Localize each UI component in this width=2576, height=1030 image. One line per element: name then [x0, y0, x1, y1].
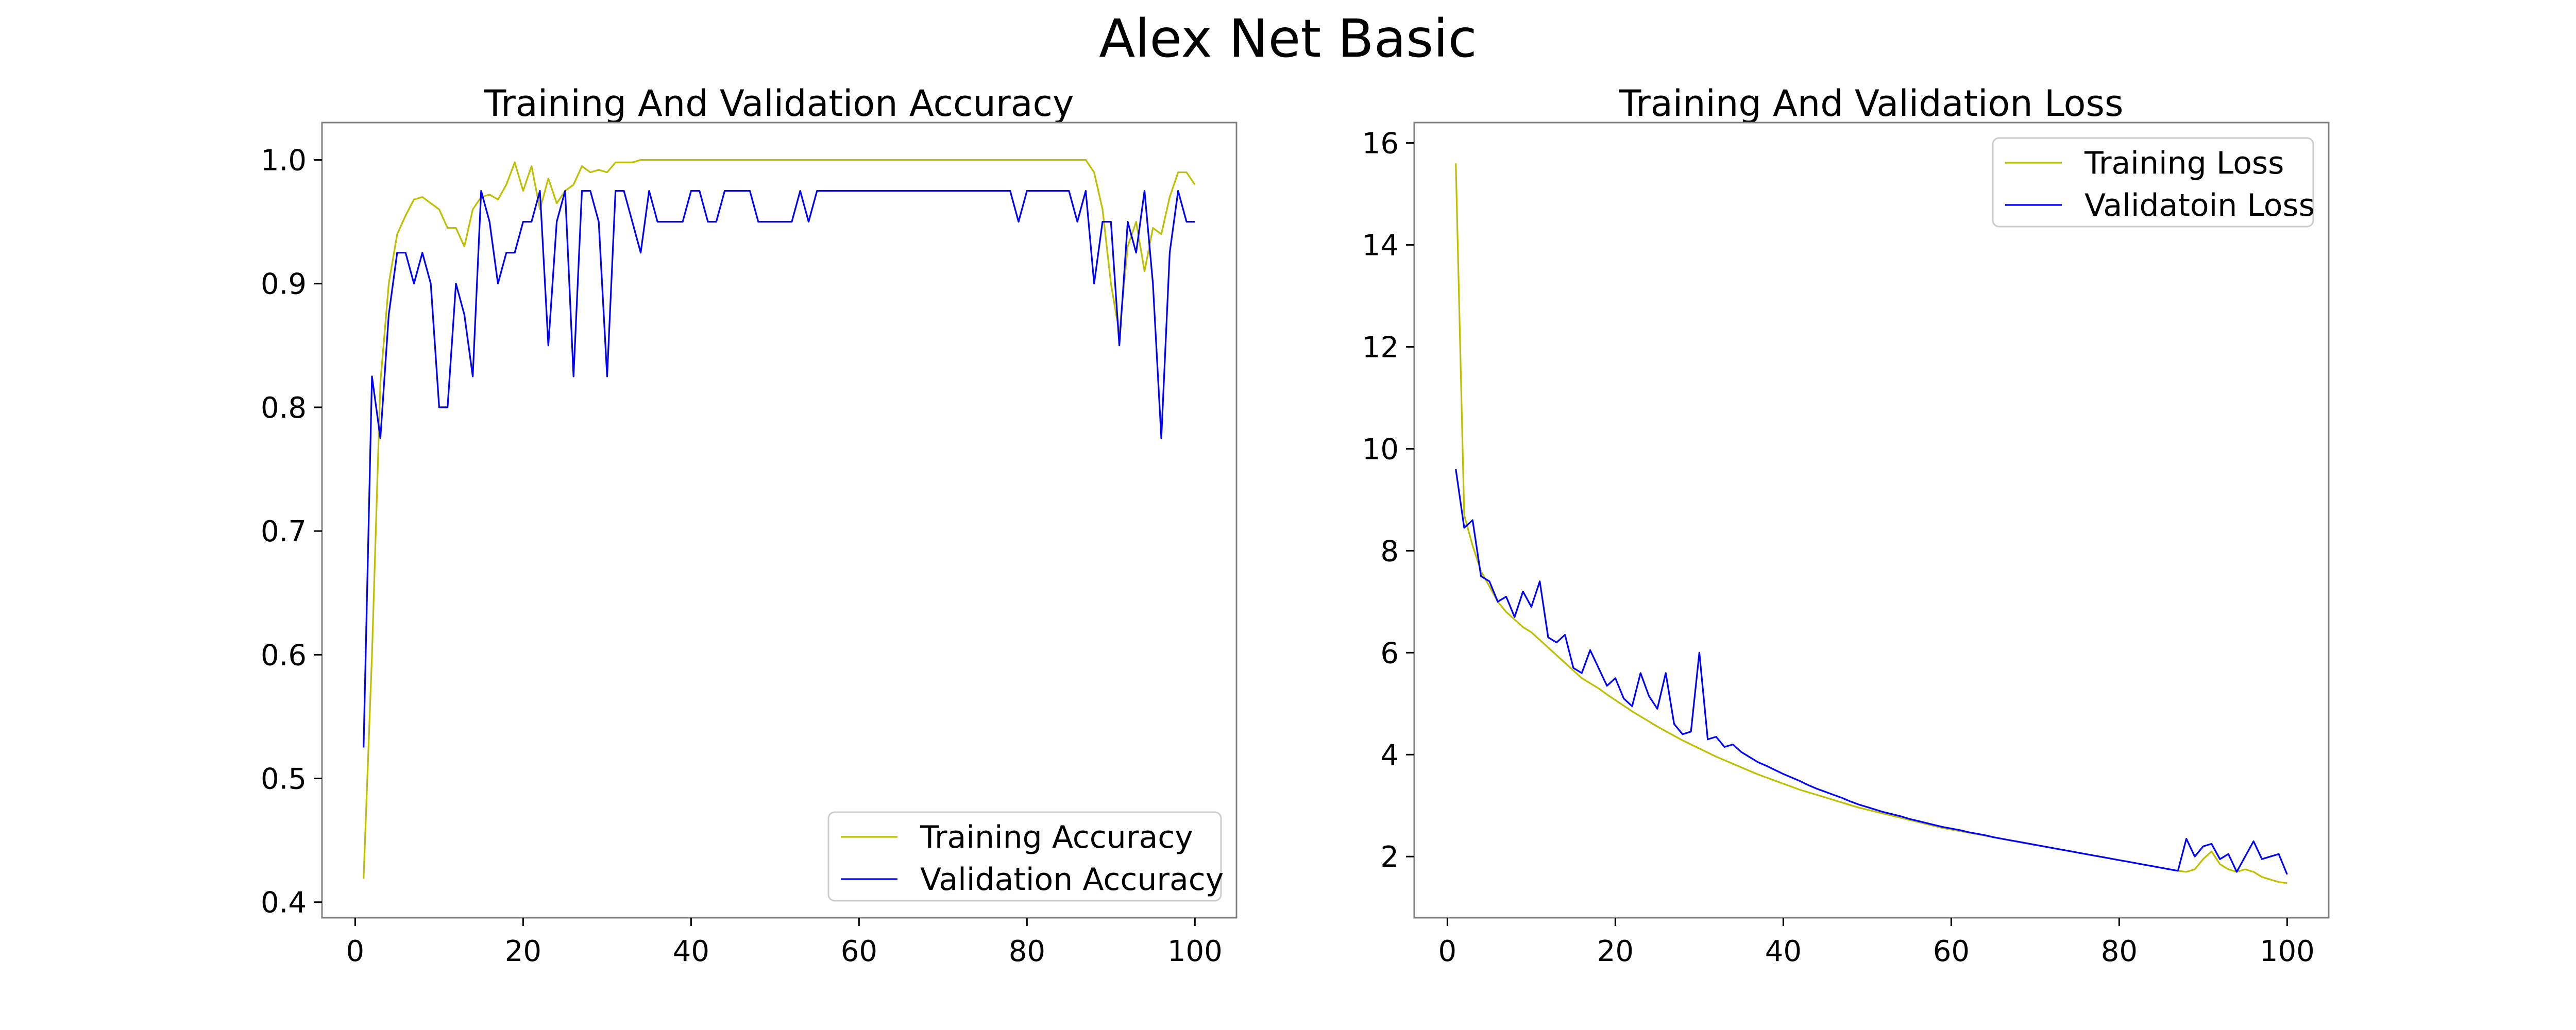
loss-x-tick-label: 40: [1765, 935, 1802, 968]
loss-x-tick-label: 100: [2260, 935, 2315, 968]
loss-x-tick-label: 60: [1933, 935, 1970, 968]
accuracy-y-axis: 0.4 0.5 0.6 0.7 0.8 0.9 1.0: [261, 144, 322, 920]
loss-series-line-1: [1455, 163, 2287, 884]
loss-y-tick-label: 4: [1380, 739, 1399, 772]
accuracy-axes-frame: [321, 122, 1238, 919]
loss-series-line-2: [1455, 469, 2288, 875]
loss-y-tick-label: 2: [1380, 840, 1399, 874]
loss-x-tick-label: 20: [1597, 935, 1634, 968]
loss-x-tick-label: 80: [2101, 935, 2138, 968]
accuracy-legend: Training Accuracy Validation Accuracy: [827, 811, 1224, 902]
accuracy-plot-area: [363, 159, 1196, 879]
accuracy-x-tick-label: 20: [505, 935, 541, 968]
loss-y-tick-label: 10: [1362, 433, 1399, 466]
loss-legend-label: Validatoin Loss: [2084, 187, 2315, 224]
accuracy-y-tick-label: 0.6: [261, 639, 307, 672]
loss-y-tick-label: 16: [1362, 127, 1399, 161]
accuracy-x-tick-label: 60: [841, 935, 877, 968]
loss-legend-box: [1992, 137, 2314, 228]
accuracy-y-tick-label: 1.0: [261, 144, 307, 178]
figure-suptitle: Alex Net Basic: [1099, 8, 1477, 70]
accuracy-y-tick-label: 0.5: [261, 763, 307, 796]
loss-y-tick-label: 6: [1380, 637, 1399, 670]
loss-x-tick-label: 0: [1438, 935, 1457, 968]
accuracy-y-tick-label: 0.4: [261, 886, 307, 920]
loss-plot-area: [1455, 163, 2288, 884]
loss-legend: Training Loss Validatoin Loss: [1992, 137, 2315, 228]
loss-y-axis: 2 4 6 8 10 12 14 16: [1362, 127, 1414, 874]
accuracy-x-tick-label: 80: [1009, 935, 1045, 968]
accuracy-legend-box: [827, 811, 1222, 902]
accuracy-chart-title: Training And Validation Accuracy: [484, 82, 1074, 125]
accuracy-series-line-2: [363, 190, 1195, 748]
loss-chart-title: Training And Validation Loss: [1619, 82, 2124, 125]
accuracy-x-tick-label: 40: [673, 935, 709, 968]
accuracy-y-tick-label: 0.9: [261, 268, 307, 301]
accuracy-series-line-1: [363, 159, 1196, 879]
loss-x-axis: 0 20 40 60 80 100: [1438, 918, 2315, 968]
accuracy-chart: Training And Validation Accuracy 0 20 40 60…: [261, 82, 1238, 968]
accuracy-x-tick-label: 100: [1167, 935, 1223, 968]
accuracy-y-tick-label: 0.7: [261, 515, 307, 548]
accuracy-x-tick-label: 0: [346, 935, 365, 968]
loss-legend-label: Training Loss: [2084, 145, 2284, 181]
loss-chart: Training And Validation Loss 0 20 40 60 80 10…: [1362, 82, 2330, 968]
accuracy-y-tick-label: 0.8: [261, 391, 307, 425]
loss-y-tick-label: 12: [1362, 331, 1399, 364]
accuracy-legend-label: Validation Accuracy: [920, 862, 1224, 898]
accuracy-legend-label: Training Accuracy: [920, 819, 1193, 855]
accuracy-x-axis: 0 20 40 60 80 100: [346, 918, 1223, 968]
loss-y-tick-label: 8: [1380, 535, 1399, 568]
loss-axes-frame: [1413, 122, 2330, 919]
loss-y-tick-label: 14: [1362, 229, 1399, 263]
